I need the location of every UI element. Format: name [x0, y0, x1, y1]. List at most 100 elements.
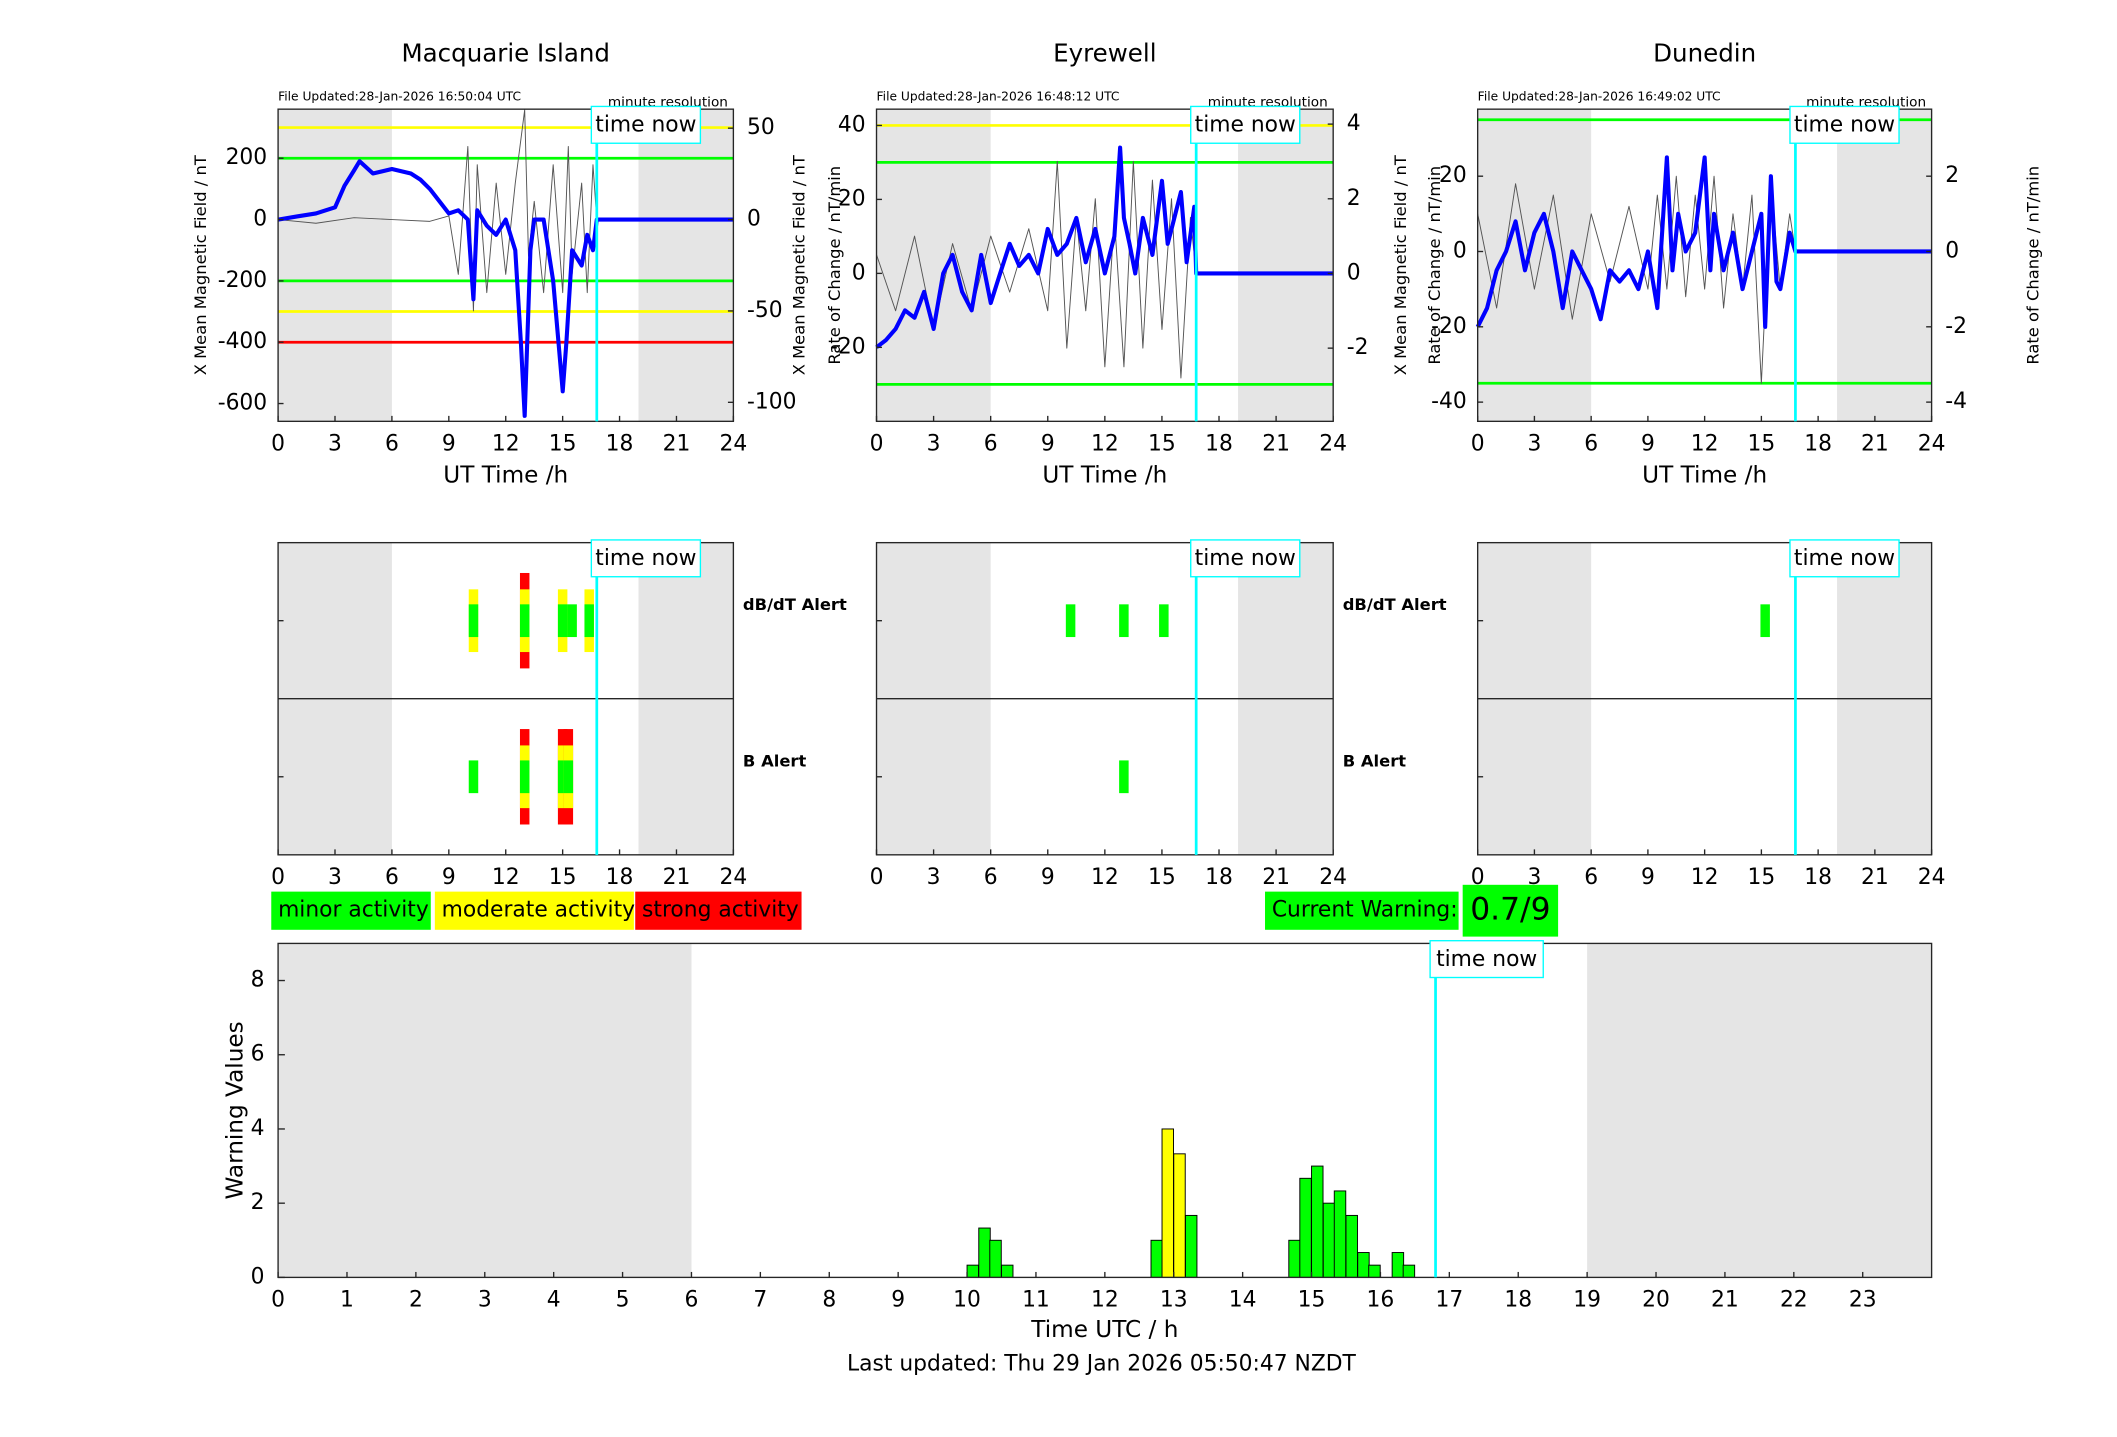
alert-mark	[519, 760, 530, 794]
current-warning-value: 0.7/9	[1470, 892, 1550, 928]
y-tick-label: 200	[226, 145, 268, 170]
x-tick-label: 8	[822, 1288, 836, 1313]
warning-bar	[1402, 1264, 1416, 1278]
x-tick-label: 6	[685, 1288, 699, 1313]
x-tick-label: 6	[984, 865, 998, 890]
x-tick-label: 19	[1573, 1288, 1601, 1313]
y-tick-label: 8	[251, 968, 265, 993]
x-tick-label: 15	[1748, 865, 1776, 890]
legend-swatch	[635, 891, 802, 930]
x-tick-label: 14	[1229, 1288, 1257, 1313]
warning-bar	[1333, 1190, 1347, 1278]
y-tick-label: 0	[253, 207, 267, 232]
alert-mark	[519, 604, 530, 638]
time-now-label: time now	[1794, 546, 1895, 571]
x-tick-label: 16	[1367, 1288, 1395, 1313]
warning-bar	[1001, 1264, 1014, 1278]
alert-mark	[584, 604, 594, 638]
y2-tick-label: -50	[747, 298, 783, 323]
chart-title: Dunedin	[1653, 39, 1756, 68]
alert-mark	[1065, 604, 1076, 638]
y-tick-label: 0	[251, 1264, 265, 1289]
x-tick-label: 9	[891, 1288, 905, 1313]
y2-axis-label: Rate of Change / nT/min	[825, 166, 844, 365]
y-tick-label: -20	[830, 334, 866, 359]
legend-swatch	[271, 891, 431, 930]
x-tick-label: 15	[1748, 432, 1776, 457]
x-tick-label: 6	[1584, 432, 1598, 457]
x-tick-label: 0	[271, 432, 285, 457]
warning-bar	[1357, 1252, 1370, 1278]
x-tick-label: 3	[478, 1288, 492, 1313]
chart-title: Eyrewell	[1053, 39, 1156, 68]
night-shade	[1837, 109, 1932, 422]
y-tick-label: 40	[838, 112, 866, 137]
warning-bar	[1311, 1165, 1324, 1278]
warning-bar	[1161, 1128, 1174, 1278]
y2-tick-label: 50	[747, 115, 775, 140]
x-tick-label: 15	[549, 432, 577, 457]
row-label: dB/dT Alert	[743, 595, 847, 614]
y2-tick-label: 0	[1347, 260, 1361, 285]
x-axis-label: UT Time /h	[1042, 461, 1167, 488]
x-tick-label: 9	[1041, 432, 1055, 457]
x-tick-label: 18	[1504, 1288, 1532, 1313]
y-tick-label: -600	[218, 391, 267, 416]
x-tick-label: 11	[1022, 1288, 1050, 1313]
series-line	[875, 145, 1334, 349]
night-shade	[278, 943, 692, 1278]
y-axis-label: X Mean Magnetic Field / nT	[191, 154, 210, 375]
time-now-box	[1429, 940, 1544, 979]
x-tick-label: 0	[870, 865, 884, 890]
x-tick-label: 18	[1205, 865, 1233, 890]
current-warning-label: Current Warning:	[1272, 898, 1458, 923]
x-tick-label: 12	[1091, 865, 1119, 890]
footer: Last updated: Thu 29 Jan 2026 05:50:47 N…	[847, 1352, 1357, 1377]
row-label: B Alert	[1343, 751, 1407, 770]
x-tick-label: 6	[385, 865, 399, 890]
warning-bar	[978, 1227, 991, 1278]
x-tick-label: 15	[549, 865, 577, 890]
x-tick-label: 0	[271, 1288, 285, 1313]
x-tick-label: 21	[1861, 432, 1889, 457]
x-tick-label: 24	[720, 432, 748, 457]
file-updated: File Updated:28-Jan-2026 16:49:02 UTC	[1478, 89, 1721, 103]
x-tick-label: 12	[1691, 865, 1719, 890]
warning-bar	[989, 1239, 1002, 1278]
x-tick-label: 3	[328, 865, 342, 890]
y2-tick-label: -100	[747, 389, 796, 414]
alert-mark	[1119, 604, 1129, 638]
x-tick-label: 3	[1527, 865, 1541, 890]
x-tick-label: 0	[1471, 865, 1485, 890]
y2-tick-label: -2	[1945, 314, 1967, 339]
x-tick-label: 9	[442, 432, 456, 457]
x-tick-label: 0	[271, 865, 285, 890]
x-tick-label: 9	[1641, 432, 1655, 457]
time-now-box	[1190, 539, 1301, 578]
y-tick-label: 2	[251, 1190, 265, 1215]
y2-axis-label: Rate of Change / nT/min	[1425, 166, 1444, 365]
series-line	[277, 159, 734, 418]
alert-mark	[563, 760, 574, 794]
alert-mark	[1760, 604, 1770, 638]
time-now-box	[590, 105, 702, 144]
y-tick-label: -200	[218, 268, 267, 293]
current-warning-value-box	[1462, 884, 1559, 937]
alert-mark	[557, 760, 568, 794]
warning-bar	[966, 1264, 980, 1278]
y2-tick-label: 2	[1347, 186, 1361, 211]
x-tick-label: 6	[385, 432, 399, 457]
x-tick-label: 24	[720, 865, 748, 890]
y2-tick-label: -2	[1347, 335, 1369, 360]
alert-mark	[468, 760, 479, 794]
x-tick-label: 12	[1091, 432, 1119, 457]
warning-bar	[1299, 1177, 1312, 1278]
night-shade	[1238, 109, 1334, 422]
x-tick-label: 3	[328, 432, 342, 457]
x-tick-label: 5	[616, 1288, 630, 1313]
x-tick-label: 9	[442, 865, 456, 890]
y-axis-label: X Mean Magnetic Field / nT	[790, 154, 809, 375]
x-tick-label: 0	[870, 432, 884, 457]
warning-bar	[1322, 1202, 1336, 1278]
night-shade	[876, 109, 991, 422]
